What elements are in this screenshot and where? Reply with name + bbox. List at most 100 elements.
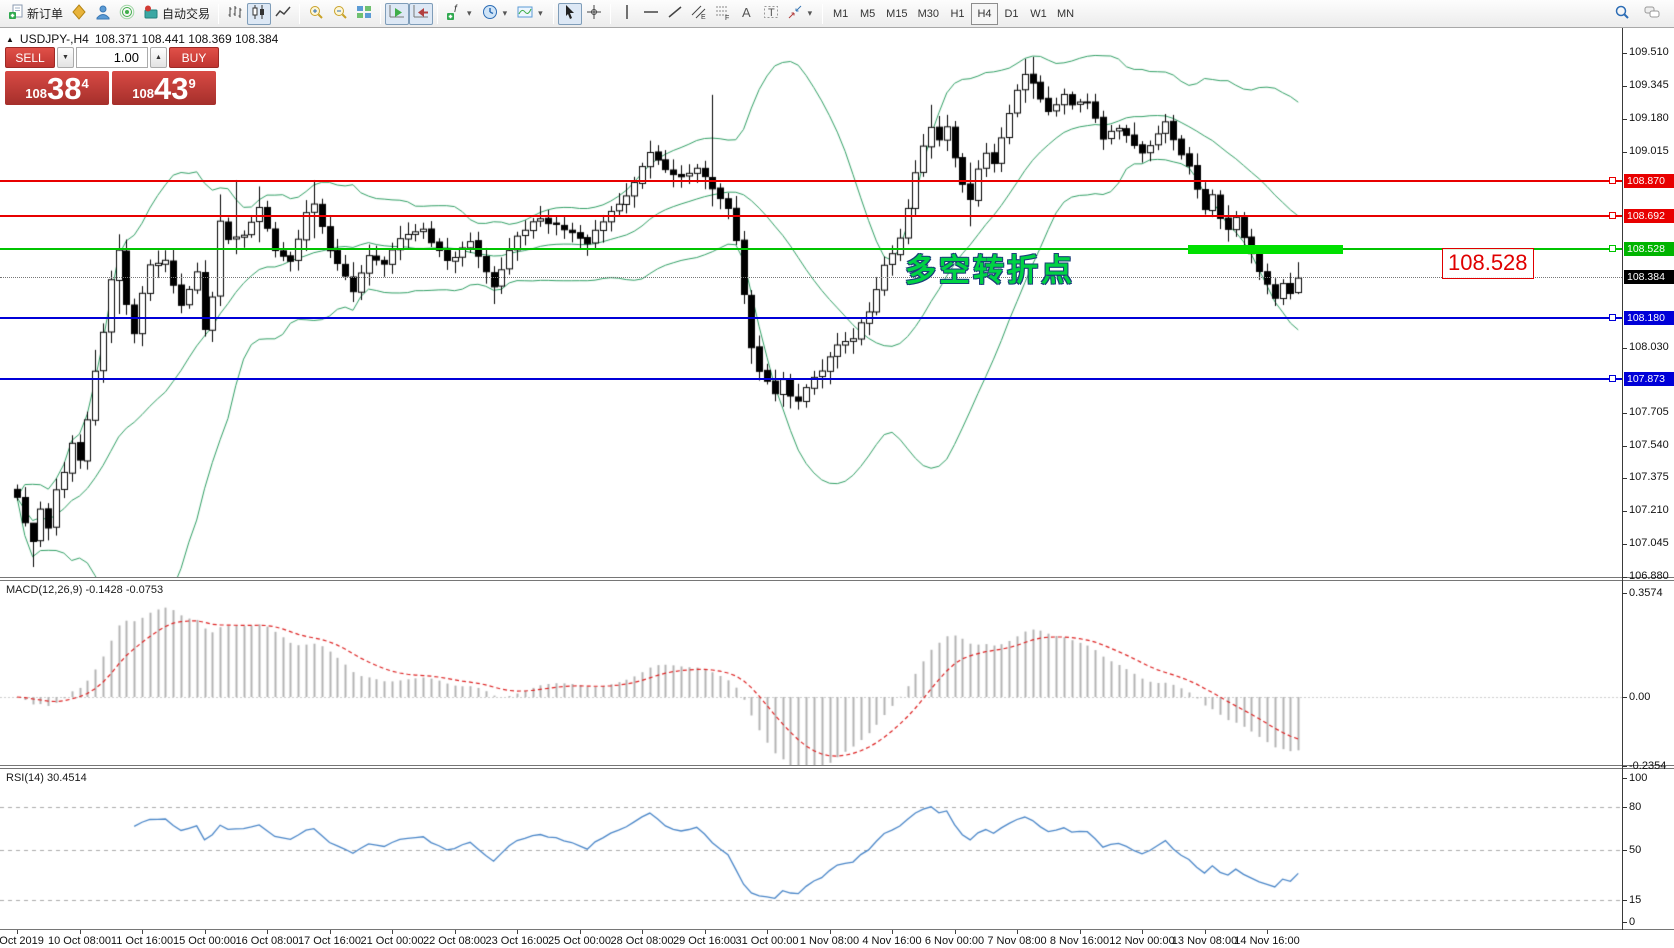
macd-canvas[interactable] <box>0 581 1622 765</box>
autotrading-button[interactable]: 自动交易 <box>139 3 214 25</box>
timeframe-mn-button[interactable]: MN <box>1056 7 1075 20</box>
profile-button[interactable] <box>91 3 115 25</box>
metaeditor-icon <box>71 4 87 23</box>
price-chart-canvas[interactable] <box>0 28 1622 577</box>
horizontal-level-line-108.87[interactable] <box>0 179 1622 182</box>
time-tick <box>79 930 81 934</box>
line-chart-button[interactable] <box>271 3 295 25</box>
buy-price-box[interactable]: 108 43 9 <box>112 71 216 105</box>
time-tick <box>642 930 643 934</box>
horizontal-level-line-108.18[interactable] <box>0 316 1622 319</box>
svg-text:T: T <box>768 7 775 19</box>
arrows-button[interactable]: ▾ <box>783 3 819 25</box>
tile-windows-icon <box>356 4 372 23</box>
svg-text:F: F <box>725 15 729 20</box>
rsi-tick-label: 15 <box>1629 894 1642 907</box>
chevron-down-icon[interactable]: ▾ <box>502 8 508 18</box>
volume-input[interactable] <box>76 47 148 68</box>
chat-button[interactable] <box>1640 3 1664 25</box>
toolbar-separator <box>609 3 611 24</box>
rsi-canvas[interactable] <box>0 769 1622 929</box>
timeframe-h1-button[interactable]: H1 <box>950 7 965 20</box>
zoom-in-button[interactable] <box>304 3 328 25</box>
sell-button[interactable]: SELL <box>5 47 55 68</box>
time-label: 10 Oct 08:00 <box>48 935 111 947</box>
horizontal-level-line-108.692[interactable] <box>0 214 1622 217</box>
auto-scroll-button[interactable] <box>385 2 410 25</box>
rsi-tick <box>1622 900 1627 902</box>
periods-button[interactable]: ▾ <box>478 3 514 25</box>
sell-price-pip: 4 <box>81 76 89 91</box>
current-price-line <box>0 277 1622 279</box>
time-tick <box>1267 930 1268 934</box>
collapse-panel-icon[interactable]: ▲ <box>6 34 14 44</box>
cursor-button[interactable] <box>557 2 582 25</box>
chevron-down-icon[interactable]: ▾ <box>807 8 813 18</box>
horizontal-level-line-107.873[interactable] <box>0 378 1622 381</box>
price-tick <box>1622 151 1627 153</box>
timeframe-d1-button[interactable]: D1 <box>1004 7 1019 20</box>
chevron-down-icon[interactable]: ▾ <box>538 8 543 18</box>
templates-icon <box>517 4 533 23</box>
signals-button[interactable] <box>115 3 139 25</box>
tile-windows-button[interactable] <box>352 3 376 25</box>
metaeditor-button[interactable] <box>67 3 91 25</box>
toolbar-separator <box>822 3 824 24</box>
trendline-button[interactable] <box>663 3 687 25</box>
bar-chart-icon <box>227 4 243 23</box>
timeframe-m1-button[interactable]: M1 <box>833 7 849 20</box>
volume-up-button[interactable]: ▲ <box>150 47 167 68</box>
text-button[interactable]: A <box>735 3 759 25</box>
price-tick-label: 106.880 <box>1629 570 1669 582</box>
equidistant-channel-button[interactable]: E <box>687 3 711 25</box>
sell-price-box[interactable]: 108 38 4 <box>5 71 109 105</box>
bar-chart-button[interactable] <box>223 3 247 25</box>
chart-area[interactable]: 多空转折点 108.528 109.510 109.345 109.180 109.0… <box>0 28 1674 948</box>
indicators-button[interactable]: f ▾ <box>442 3 478 25</box>
time-tick <box>892 930 893 934</box>
time-tick <box>1204 930 1206 934</box>
timeframe-m5-button[interactable]: M5 <box>860 7 876 20</box>
buy-price-main: 43 <box>153 71 189 106</box>
vertical-line-button[interactable] <box>615 3 639 25</box>
time-label: 8 Nov 16:00 <box>1049 935 1110 947</box>
text-label-button[interactable]: T <box>759 3 783 25</box>
new-order-button[interactable]: 新订单 <box>4 3 67 25</box>
support-highlight-bar[interactable] <box>1188 244 1343 254</box>
rsi-tick-label: 80 <box>1629 800 1642 813</box>
pane-separator-rsi[interactable] <box>0 765 1674 769</box>
timeframe-h4-button[interactable]: H4 <box>970 2 998 25</box>
time-label: 13 Nov 08:00 <box>1171 935 1238 947</box>
text-label-icon: T <box>763 4 779 23</box>
level-line-anchor <box>1609 244 1616 252</box>
macd-tick-label: -0.2354 <box>1629 759 1667 772</box>
chart-shift-button[interactable] <box>409 2 434 25</box>
crosshair-button[interactable] <box>582 3 606 25</box>
horizontal-level-line-108.528[interactable] <box>0 247 1622 250</box>
timeframe-m15-button[interactable]: M15 <box>886 7 908 20</box>
price-tick-label: 107.705 <box>1629 405 1669 418</box>
price-callout-label[interactable]: 108.528 <box>1442 248 1534 279</box>
search-button[interactable] <box>1610 3 1634 25</box>
time-tick <box>704 930 706 934</box>
horizontal-line-button[interactable] <box>639 3 663 25</box>
time-tick <box>1142 930 1143 934</box>
buy-button[interactable]: BUY <box>169 47 219 68</box>
volume-down-button[interactable]: ▼ <box>57 47 74 68</box>
chart-annotation-text[interactable]: 多空转折点 <box>905 253 1075 288</box>
time-label: 14 Nov 16:00 <box>1234 935 1300 947</box>
toolbar: 新订单 自动交易 f ▾ ▾ ▾ E F A T ▾ M1 M5 M15 M30 H1 H4 D1 W1 MN <box>0 0 1674 28</box>
level-line-anchor <box>1609 211 1616 219</box>
candlestick-chart-button[interactable] <box>247 2 272 25</box>
fibonacci-button[interactable]: F <box>711 3 735 25</box>
pane-separator-macd[interactable] <box>0 577 1674 581</box>
timeframe-m30-button[interactable]: M30 <box>917 7 939 20</box>
zoom-out-button[interactable] <box>328 3 352 25</box>
templates-button[interactable]: ▾ <box>513 3 549 25</box>
price-badge-108.528: 108.528 <box>1624 241 1674 256</box>
timeframe-w1-button[interactable]: W1 <box>1030 7 1047 20</box>
chevron-down-icon[interactable]: ▾ <box>467 8 472 18</box>
price-tick-label: 107.540 <box>1629 438 1669 451</box>
